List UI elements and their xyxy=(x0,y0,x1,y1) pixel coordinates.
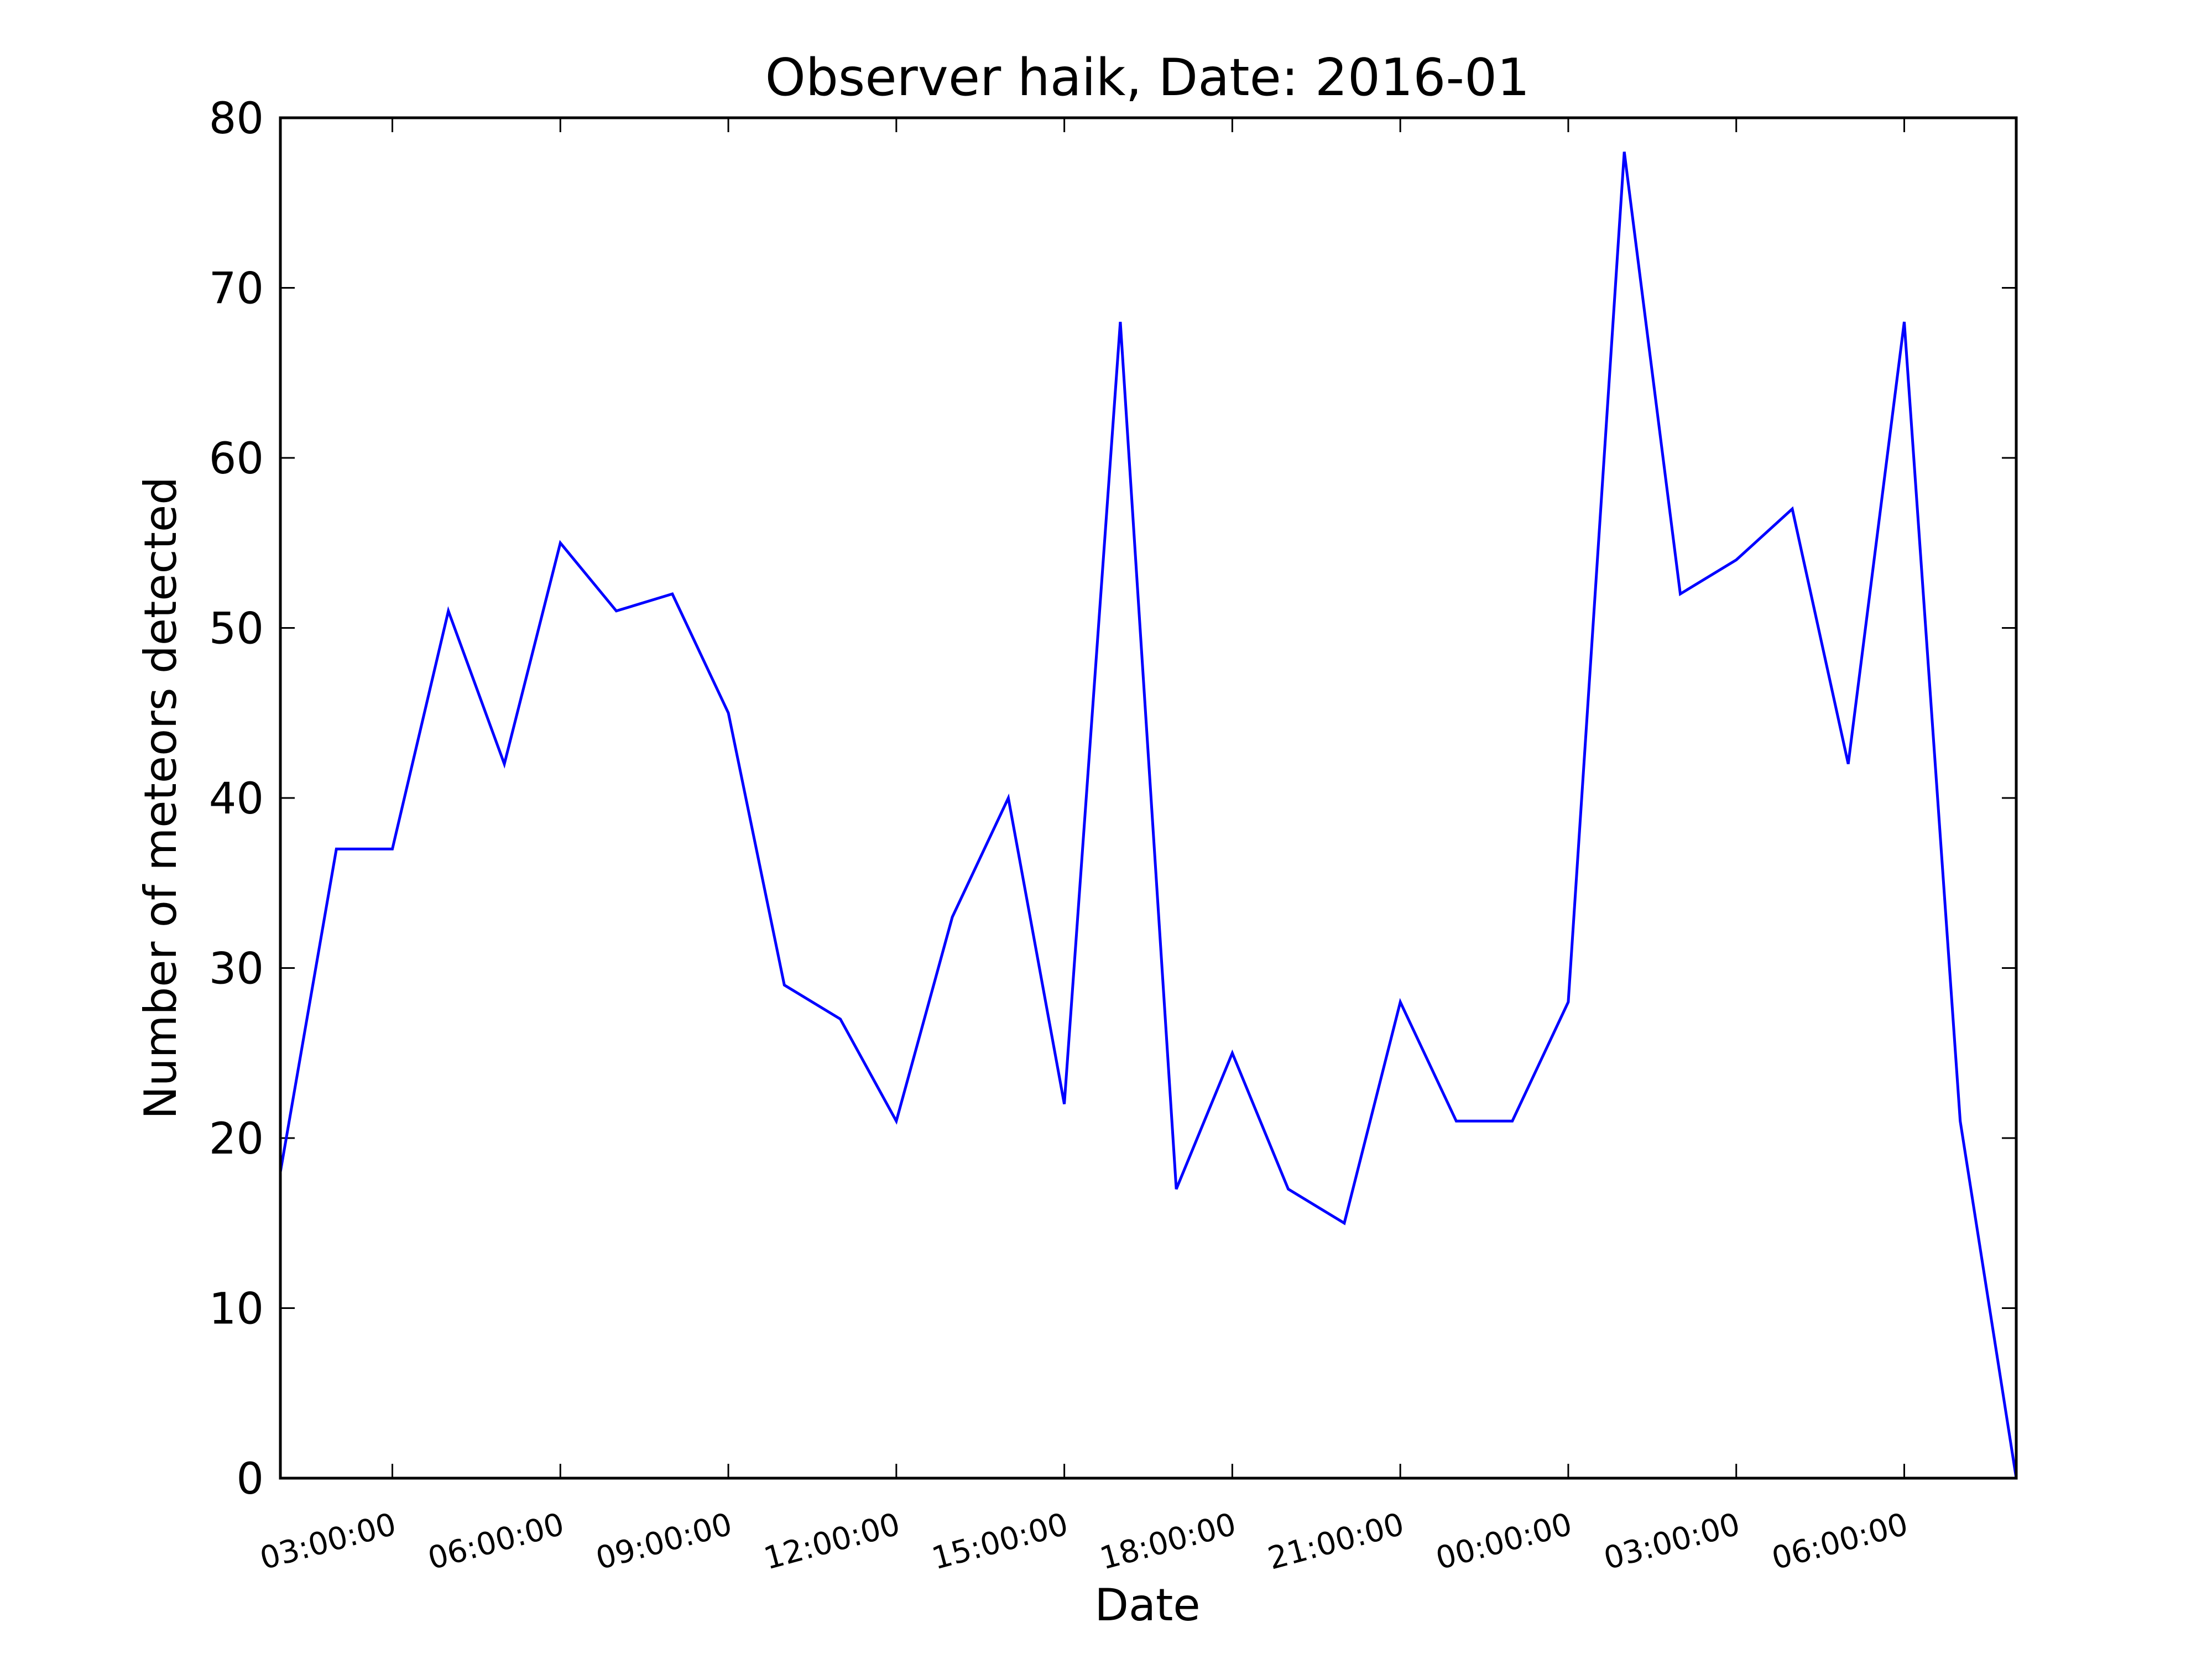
y-tick-label: 70 xyxy=(209,264,264,314)
y-tick-label: 0 xyxy=(236,1454,264,1504)
y-axis-label: Number of meteors detected xyxy=(135,477,186,1119)
y-tick-label: 80 xyxy=(209,94,264,144)
plot-area-frame xyxy=(279,116,2018,1480)
y-tick-label: 20 xyxy=(209,1114,264,1164)
series-line xyxy=(279,152,2018,1479)
series-layer xyxy=(279,152,2018,1479)
chart-title: Observer haik, Date: 2016-01 xyxy=(765,48,1530,107)
y-tick-label: 30 xyxy=(209,945,264,994)
y-tick-label: 40 xyxy=(209,774,264,824)
y-tick-label: 10 xyxy=(209,1285,264,1334)
x-axis-label: Date xyxy=(1094,1579,1200,1631)
y-tick-label: 60 xyxy=(209,434,264,484)
y-tick-label: 50 xyxy=(209,604,264,654)
